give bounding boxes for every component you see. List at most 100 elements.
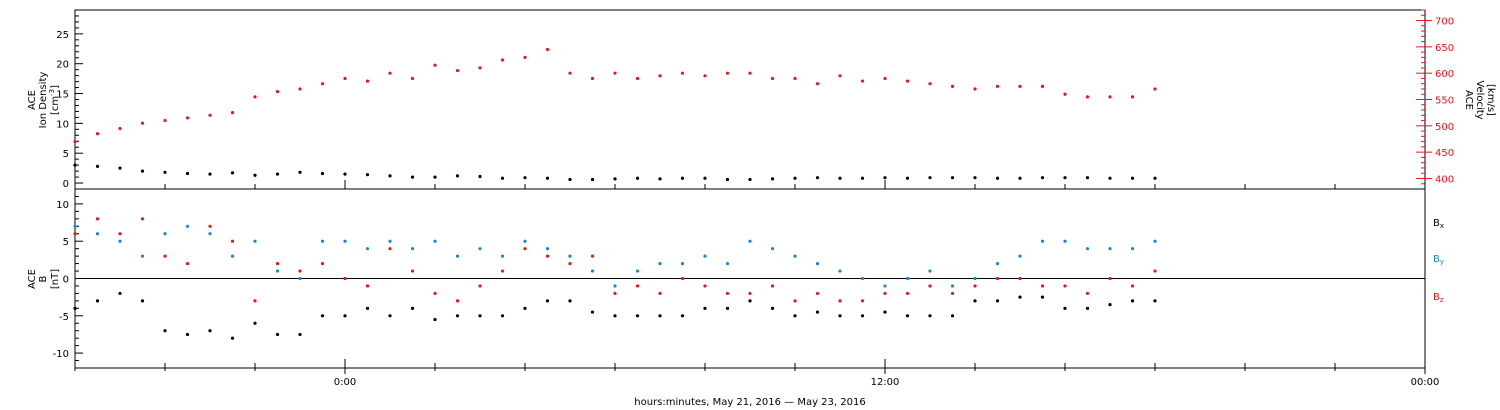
density-series xyxy=(73,163,1157,182)
bz-series-point xyxy=(973,284,977,288)
time-axis-ticks: 0:00 12:00 00:00 xyxy=(74,180,1439,388)
bx-series-point xyxy=(905,314,910,318)
density-series-point xyxy=(1063,176,1067,180)
b-tick-label: 5 xyxy=(63,237,69,248)
velocity-series-point xyxy=(433,63,437,67)
density-axis-label-line1: ACE xyxy=(27,90,38,110)
velocity-series-point xyxy=(73,140,77,144)
density-velocity-panel-frame xyxy=(74,9,1426,190)
velocity-series-point xyxy=(523,55,527,59)
by-series-point xyxy=(928,269,932,273)
density-series-point xyxy=(73,163,77,167)
velocity-tick-label: 650 xyxy=(1435,43,1454,54)
by-series-point xyxy=(1130,247,1135,251)
density-series-point xyxy=(928,176,932,180)
density-tick-label: 25 xyxy=(56,30,69,41)
by-series-point xyxy=(838,269,842,273)
bx-series-point xyxy=(793,314,797,318)
by-series-point xyxy=(163,232,167,236)
density-series-point xyxy=(95,164,100,168)
by-series-point xyxy=(950,284,955,288)
bx-series-point xyxy=(1108,303,1112,307)
density-series-point xyxy=(275,172,280,176)
bz-series-point xyxy=(163,254,167,258)
velocity-series-point xyxy=(748,71,752,75)
velocity-series-point xyxy=(1063,92,1067,96)
velocity-series-point xyxy=(95,132,100,136)
velocity-axis-label: ACE Velocity [km/s] xyxy=(1463,80,1496,119)
density-series-point xyxy=(320,171,325,176)
density-series-point xyxy=(838,176,842,180)
velocity-series-point xyxy=(680,71,685,75)
bz-series-point xyxy=(275,261,280,266)
velocity-series-point xyxy=(860,79,865,83)
velocity-series-point xyxy=(545,47,550,52)
legend-bz: Bz xyxy=(1433,292,1444,304)
bz-series-point xyxy=(613,291,617,296)
bz-series-point xyxy=(635,284,640,288)
density-series-point xyxy=(343,172,347,176)
bx-series-point xyxy=(658,314,662,318)
bx-series-point xyxy=(815,310,820,314)
by-series-point xyxy=(388,239,392,243)
density-series-point xyxy=(1108,176,1112,180)
b-axis-label-line3: [nT] xyxy=(50,269,61,289)
by-series-point xyxy=(680,261,685,266)
bx-series-point xyxy=(725,306,730,310)
velocity-series-point xyxy=(343,76,347,81)
bz-series-point xyxy=(568,261,572,266)
by-series-point xyxy=(613,284,617,288)
velocity-series-point xyxy=(230,111,235,115)
by-series-point xyxy=(230,254,235,258)
bz-series-point xyxy=(545,254,550,258)
bx-series-point xyxy=(613,314,617,318)
bz-series-point xyxy=(1063,284,1067,288)
by-series-point xyxy=(883,284,887,288)
velocity-series-point xyxy=(703,74,707,78)
density-series-point xyxy=(523,176,527,180)
velocity-series-point xyxy=(163,118,167,123)
b-axis-label-line2: B xyxy=(38,275,49,282)
bz-series-point xyxy=(680,276,685,281)
by-series-point xyxy=(500,254,505,258)
by-series-point xyxy=(905,276,910,281)
velocity-series-point xyxy=(275,90,280,94)
by-series-point xyxy=(1040,239,1045,243)
b-axis-label: ACE B [nT] xyxy=(27,269,61,289)
bz-series-point xyxy=(860,299,865,303)
velocity-series-point xyxy=(1153,87,1157,91)
legend-by-subscript: y xyxy=(1440,258,1444,266)
velocity-series-point xyxy=(658,74,662,78)
bz-series-point xyxy=(343,276,347,281)
by-series-point xyxy=(208,232,212,236)
bx-series-point xyxy=(635,314,640,318)
bz-series-point xyxy=(523,247,527,251)
velocity-axis-label-line1: ACE xyxy=(1463,90,1474,110)
density-tick-label: 10 xyxy=(56,119,69,130)
velocity-series-point xyxy=(298,87,302,91)
velocity-series-point xyxy=(635,76,640,81)
by-series-point xyxy=(748,239,752,243)
density-series-point xyxy=(680,176,685,180)
by-series-point xyxy=(343,239,347,243)
velocity-series-point xyxy=(793,76,797,81)
bx-series-point xyxy=(343,314,347,318)
by-series-point xyxy=(973,276,977,281)
by-series-point xyxy=(658,261,662,266)
by-series-point xyxy=(545,247,550,251)
by-series-point xyxy=(725,261,730,266)
bx-series-point xyxy=(1063,306,1067,310)
density-series-point xyxy=(163,170,167,174)
bx-series-point xyxy=(950,314,955,318)
data-series xyxy=(73,47,1157,340)
density-series-point xyxy=(1153,176,1157,180)
b-axis-label-line1: ACE xyxy=(27,269,38,289)
by-series-point xyxy=(770,247,775,251)
density-series-point xyxy=(365,173,370,177)
by-series-point xyxy=(320,239,325,243)
legend-by: By xyxy=(1433,254,1444,266)
velocity-series-point xyxy=(950,84,955,88)
bx-series-point xyxy=(545,299,550,303)
bx-series-point xyxy=(118,291,122,296)
